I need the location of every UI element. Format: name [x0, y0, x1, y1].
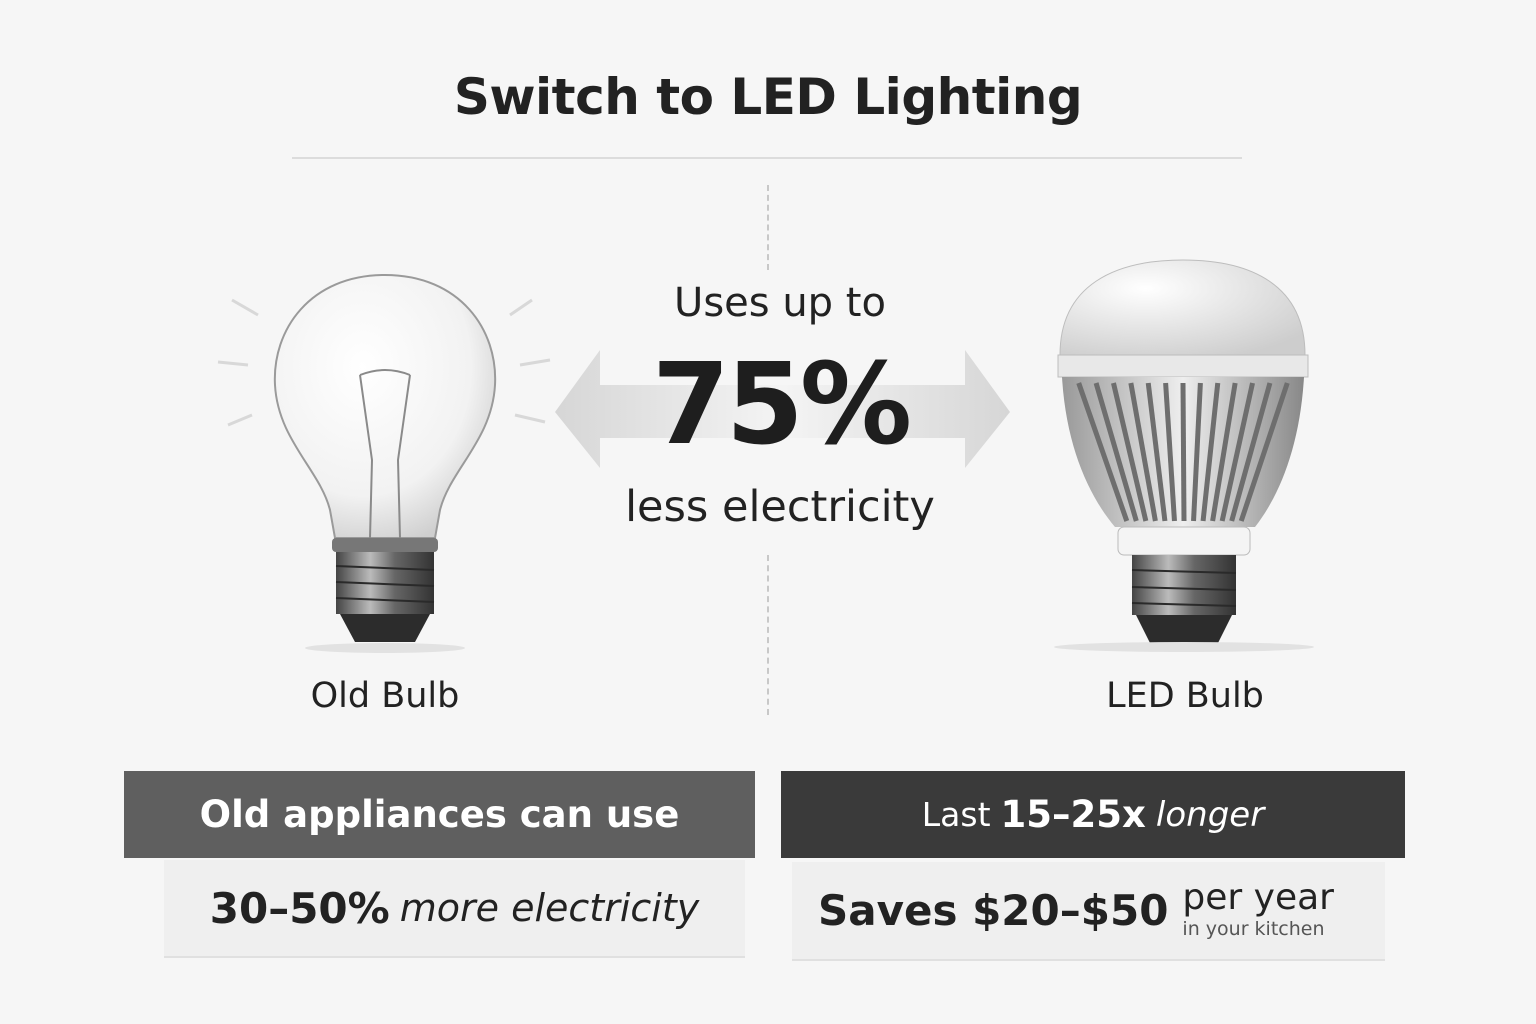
led-fin [1145, 382, 1168, 522]
led-fin [1229, 382, 1273, 522]
led-fin [1111, 382, 1149, 522]
led-bulb-label: LED Bulb [1106, 676, 1264, 716]
right-value: Saves $20–$50 [818, 886, 1169, 935]
led-fin [1191, 382, 1203, 522]
page-title: Switch to LED Lighting [453, 68, 1083, 126]
led-fin [1219, 382, 1255, 522]
led-fin [1210, 382, 1238, 522]
center-percent: 75% [651, 340, 912, 470]
right-panel-body: Saves $20–$50 per year in your kitchen [792, 862, 1385, 961]
led-fin [1180, 382, 1187, 522]
right-value-suffix: per year [1182, 876, 1334, 918]
right-note: in your kitchen [1182, 917, 1325, 940]
left-value: 30–50% [209, 883, 390, 933]
led-fin [1093, 382, 1139, 522]
left-header-text: Old appliances can use [199, 793, 680, 836]
double-arrow-icon [555, 350, 1010, 468]
led-fin [1238, 382, 1290, 522]
right-header-value: 15–25x [1000, 793, 1146, 836]
left-panel-body: 30–50% more electricity [164, 860, 745, 958]
center-divider-bottom [767, 555, 769, 715]
center-divider-top [767, 185, 769, 270]
led-fin [1163, 382, 1177, 522]
led-fin [1076, 382, 1130, 522]
right-panel-header: Last 15–25x longer [781, 771, 1405, 858]
incandescent-bulb-icon [217, 273, 551, 653]
left-panel-header: Old appliances can use [124, 771, 755, 858]
led-fin [1200, 382, 1221, 522]
right-header-prefix: Last [921, 795, 991, 834]
center-top-text: Uses up to [674, 280, 886, 326]
led-bulb-icon [1054, 259, 1314, 652]
center-bottom-text: less electricity [625, 482, 935, 532]
title-divider [292, 157, 1242, 159]
left-value-suffix: more electricity [399, 886, 700, 930]
led-fin [1128, 382, 1158, 522]
right-header-suffix: longer [1155, 794, 1265, 835]
old-bulb-label: Old Bulb [310, 676, 460, 716]
